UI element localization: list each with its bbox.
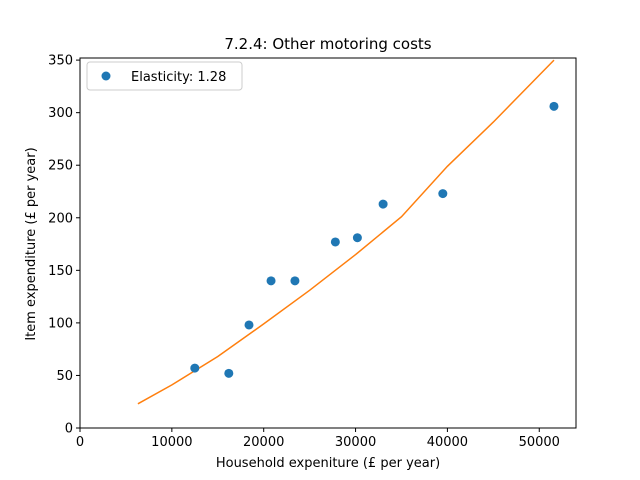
x-tick-label: 10000 bbox=[151, 435, 192, 450]
x-tick-label: 30000 bbox=[335, 435, 376, 450]
y-tick-label: 100 bbox=[48, 316, 73, 331]
x-axis-label: Household expeniture (£ per year) bbox=[216, 456, 440, 471]
x-tick-label: 40000 bbox=[427, 435, 468, 450]
y-tick-label: 250 bbox=[48, 159, 73, 174]
y-tick-label: 200 bbox=[48, 211, 73, 226]
y-tick-label: 150 bbox=[48, 264, 73, 279]
data-point bbox=[244, 320, 254, 330]
data-point bbox=[438, 189, 448, 199]
legend-label: Elasticity: 1.28 bbox=[131, 70, 226, 85]
y-axis-label: Item expenditure (£ per year) bbox=[24, 147, 39, 340]
data-point bbox=[378, 199, 388, 209]
y-tick-label: 0 bbox=[65, 422, 73, 437]
chart-title: 7.2.4: Other motoring costs bbox=[224, 35, 431, 53]
legend-box bbox=[86, 61, 243, 91]
x-tick-label: 50000 bbox=[519, 435, 560, 450]
legend: Elasticity: 1.28 bbox=[86, 61, 243, 91]
plot-area: 0 10000 20000 30000 40000 50000 0 50 100 150 200 25… bbox=[48, 54, 577, 450]
x-tick-label: 0 bbox=[76, 435, 84, 450]
legend-marker bbox=[101, 71, 111, 81]
data-point bbox=[266, 276, 276, 286]
data-point bbox=[549, 101, 559, 111]
data-point bbox=[352, 233, 362, 243]
y-tick-label: 50 bbox=[56, 369, 73, 384]
plot-frame bbox=[79, 57, 577, 429]
y-tick-label: 300 bbox=[48, 106, 73, 121]
y-tick-label: 350 bbox=[48, 54, 73, 69]
data-point bbox=[330, 237, 340, 247]
x-tick-label: 20000 bbox=[243, 435, 284, 450]
data-point bbox=[290, 276, 300, 286]
data-point bbox=[190, 363, 200, 373]
data-point bbox=[224, 368, 234, 378]
